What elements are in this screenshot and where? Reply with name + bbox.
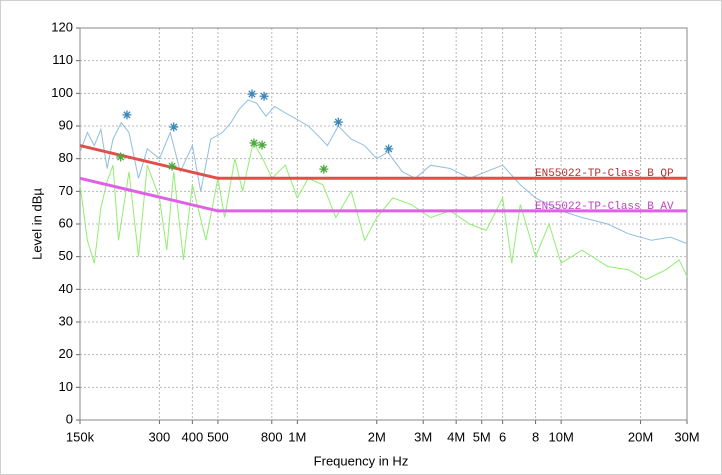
- x-tick-label: 1M: [288, 429, 306, 444]
- marker-star: [384, 144, 394, 154]
- marker-star: [333, 117, 343, 127]
- x-tick-label: 5M: [473, 429, 491, 444]
- y-tick-label: 30: [59, 313, 73, 328]
- trace: [79, 99, 688, 245]
- x-tick-label: 300: [149, 429, 171, 444]
- plot-border: [79, 27, 688, 421]
- marker-star: [169, 122, 179, 132]
- x-tick-label: 800: [261, 429, 283, 444]
- y-tick-label: 60: [59, 215, 73, 230]
- x-tick-label: 20M: [628, 429, 653, 444]
- x-tick-label: 30M: [674, 429, 699, 444]
- x-tick-label: 10M: [548, 429, 573, 444]
- y-tick-label: 70: [59, 183, 73, 198]
- marker-star: [257, 140, 267, 150]
- y-tick-label: 40: [59, 281, 73, 296]
- marker-star: [319, 164, 329, 174]
- y-tick-label: 100: [51, 85, 73, 100]
- x-tick-label: 4M: [447, 429, 465, 444]
- marker-star: [249, 138, 259, 148]
- marker-star: [167, 161, 177, 171]
- limit-label: EN55022-TP-Class B AV: [535, 201, 674, 213]
- trace: [79, 140, 688, 281]
- y-tick-label: 80: [59, 150, 73, 165]
- y-tick-label: 50: [59, 248, 73, 263]
- limit-line: [79, 144, 687, 180]
- marker-star: [116, 152, 126, 162]
- x-tick-label: 400: [182, 429, 204, 444]
- y-tick-label: 90: [59, 117, 73, 132]
- x-tick-label: 500: [207, 429, 229, 444]
- x-tick-label: 6: [499, 429, 506, 444]
- x-tick-label: 3M: [414, 429, 432, 444]
- y-tick-label: 110: [52, 52, 73, 67]
- limit-line: [79, 176, 687, 213]
- marker-star: [122, 110, 132, 120]
- y-axis-label: Level in dBµ: [29, 188, 44, 260]
- y-tick-label: 20: [59, 346, 73, 361]
- x-tick-label: 8: [532, 429, 539, 444]
- y-tick-label: 0: [66, 411, 73, 426]
- y-tick-label: 120: [51, 19, 73, 34]
- marker-star: [259, 91, 269, 101]
- limit-label: EN55022-TP-Class B QP: [535, 168, 674, 180]
- x-tick-label: 150k: [66, 429, 95, 444]
- x-axis-label: Frequency in Hz: [314, 453, 409, 468]
- marker-star: [247, 89, 257, 99]
- x-tick-label: 2M: [368, 429, 386, 444]
- y-tick-label: 10: [59, 379, 73, 394]
